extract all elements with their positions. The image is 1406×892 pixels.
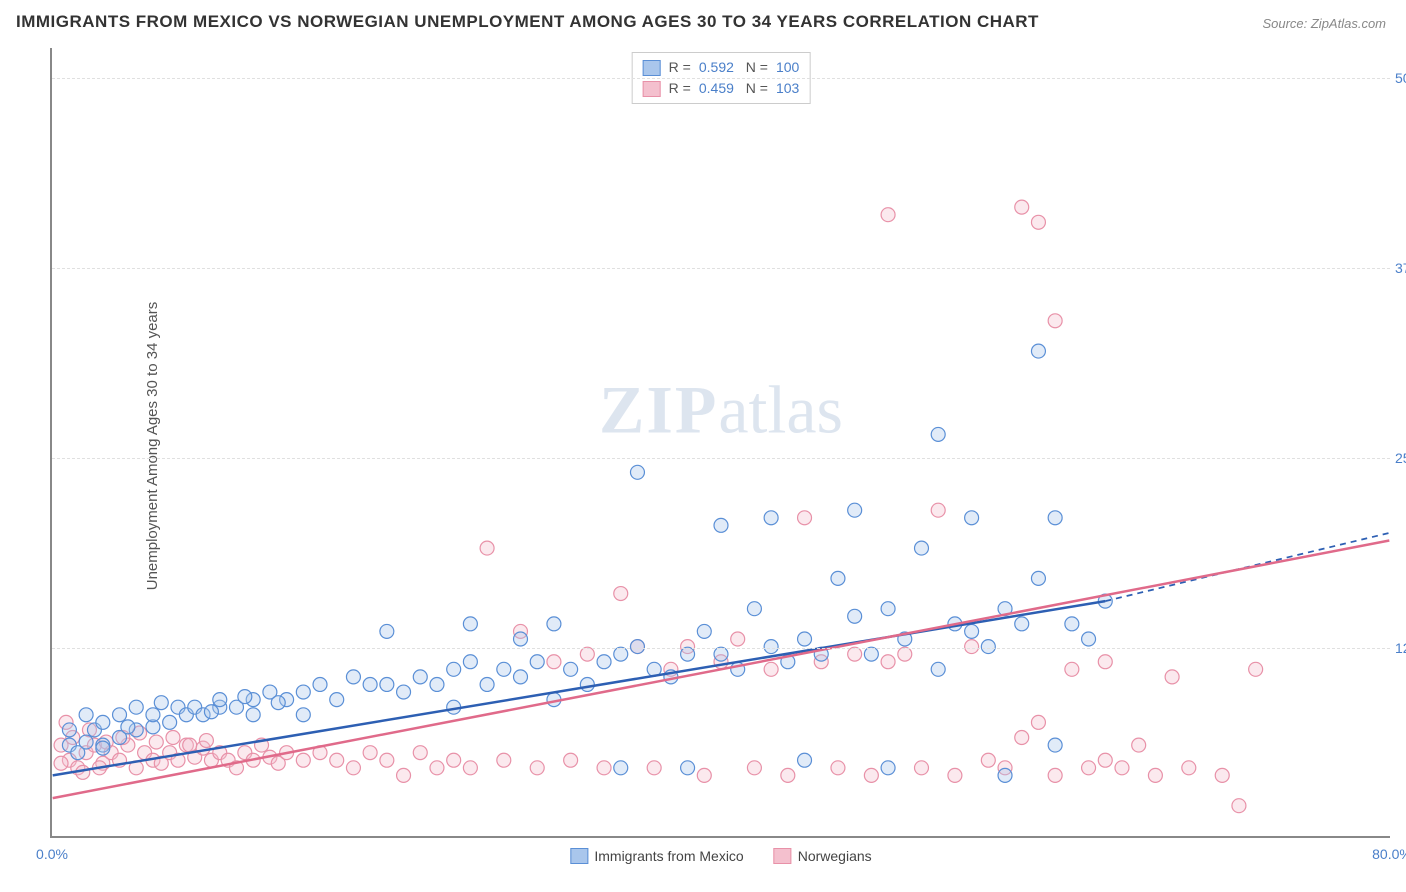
gridline: [52, 648, 1390, 649]
r-label: R =: [669, 78, 691, 99]
xtick-label: 0.0%: [36, 846, 68, 862]
scatter-svg: [52, 48, 1390, 836]
swatch-bottom-2-icon: [774, 848, 792, 864]
ytick-label: 12.5%: [1395, 640, 1406, 656]
swatch-series-2-icon: [643, 81, 661, 97]
n-value-2: 103: [776, 78, 799, 99]
n-label: N =: [742, 78, 768, 99]
ytick-label: 37.5%: [1395, 260, 1406, 276]
legend-bottom: Immigrants from Mexico Norwegians: [570, 848, 871, 864]
swatch-series-1-icon: [643, 60, 661, 76]
gridline: [52, 78, 1390, 79]
gridline: [52, 458, 1390, 459]
legend-item-1: Immigrants from Mexico: [570, 848, 743, 864]
watermark: ZIPatlas: [599, 371, 843, 450]
n-value-1: 100: [776, 57, 799, 78]
source-credit: Source: ZipAtlas.com: [1262, 16, 1386, 31]
gridline: [52, 268, 1390, 269]
legend-stats-row-1: R = 0.592 N = 100: [643, 57, 800, 78]
r-label: R =: [669, 57, 691, 78]
plot-area: ZIPatlas R = 0.592 N = 100 R = 0.459 N =…: [50, 48, 1390, 838]
ytick-label: 50.0%: [1395, 70, 1406, 86]
n-label: N =: [742, 57, 768, 78]
r-value-2: 0.459: [699, 78, 734, 99]
legend-stats-row-2: R = 0.459 N = 103: [643, 78, 800, 99]
legend-label-1: Immigrants from Mexico: [594, 848, 743, 864]
r-value-1: 0.592: [699, 57, 734, 78]
swatch-bottom-1-icon: [570, 848, 588, 864]
legend-label-2: Norwegians: [798, 848, 872, 864]
legend-item-2: Norwegians: [774, 848, 872, 864]
xtick-label: 80.0%: [1372, 846, 1406, 862]
ytick-label: 25.0%: [1395, 450, 1406, 466]
chart-title: IMMIGRANTS FROM MEXICO VS NORWEGIAN UNEM…: [16, 12, 1039, 32]
